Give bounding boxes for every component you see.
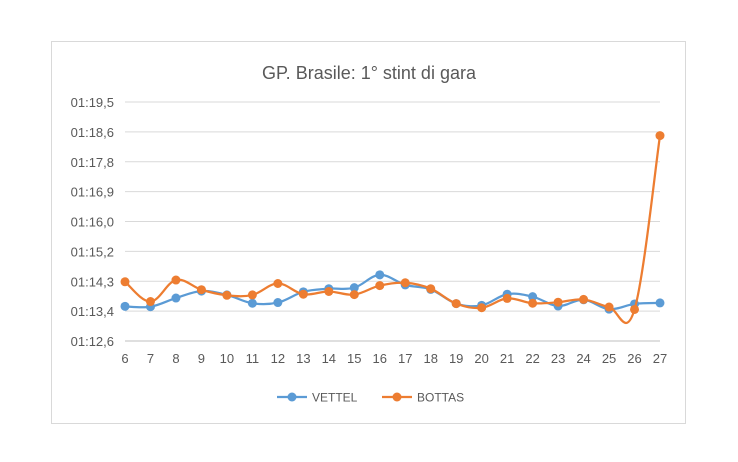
data-point: [477, 303, 487, 313]
y-tick-label: 01:16,0: [71, 215, 114, 230]
data-point: [426, 284, 436, 294]
legend: VETTEL BOTTAS: [277, 391, 464, 405]
x-tick-label: 10: [220, 351, 234, 366]
gridlines: [125, 101, 660, 342]
y-tick-label: 01:19,5: [71, 95, 114, 110]
x-tick-label: 16: [373, 351, 387, 366]
legend-label: VETTEL: [312, 391, 358, 405]
x-tick-label: 22: [525, 351, 539, 366]
y-tick-label: 01:14,3: [71, 274, 114, 289]
data-point: [349, 283, 359, 293]
data-point: [502, 293, 512, 303]
x-tick-label: 26: [627, 351, 641, 366]
line-chart: GP. Brasile: 1° stint di gara 01:12,601:…: [71, 63, 668, 405]
chart-title: GP. Brasile: 1° stint di gara: [262, 63, 477, 83]
y-axis-labels: 01:12,6 01:13,4 01:14,3 01:15,2 01:16,0 01:16…: [71, 95, 114, 349]
data-point: [375, 270, 385, 280]
data-point: [324, 286, 334, 296]
x-tick-label: 18: [423, 351, 437, 366]
legend-marker: [287, 392, 297, 402]
y-tick-label: 01:15,2: [71, 244, 114, 259]
y-tick-label: 01:12,6: [71, 334, 114, 349]
x-tick-label: 14: [322, 351, 336, 366]
x-tick-label: 13: [296, 351, 310, 366]
x-tick-label: 19: [449, 351, 463, 366]
data-point: [273, 279, 283, 289]
data-point: [196, 285, 206, 295]
x-tick-label: 21: [500, 351, 514, 366]
y-tick-label: 01:16,9: [71, 185, 114, 200]
series-lines: [120, 131, 665, 325]
data-point: [145, 297, 155, 307]
x-tick-label: 7: [147, 351, 154, 366]
data-point: [247, 290, 257, 300]
data-point: [247, 298, 257, 308]
data-point: [655, 298, 665, 308]
x-tick-label: 8: [172, 351, 179, 366]
data-point: [528, 298, 538, 308]
x-tick-label: 24: [576, 351, 590, 366]
x-tick-label: 6: [121, 351, 128, 366]
data-point: [451, 299, 461, 309]
legend-item-vettel: VETTEL: [277, 391, 358, 405]
legend-label: BOTTAS: [417, 391, 464, 405]
data-point: [630, 304, 640, 314]
data-point: [655, 131, 665, 141]
x-tick-label: 12: [271, 351, 285, 366]
x-axis-labels: 6 7 8 9 10 11 12 13 14 15 16 17 18 19 20 21 22 23 24 25 26 27: [121, 351, 667, 366]
data-point: [171, 275, 181, 285]
data-point: [120, 301, 130, 311]
data-point: [375, 281, 385, 291]
data-point: [273, 298, 283, 308]
data-point: [604, 302, 614, 312]
data-point: [120, 277, 130, 287]
legend-marker: [392, 392, 402, 402]
data-point: [579, 294, 589, 304]
data-point: [171, 293, 181, 303]
data-point: [298, 289, 308, 299]
series-bottas: [120, 131, 665, 325]
data-point: [553, 297, 563, 307]
y-tick-label: 01:17,8: [71, 155, 114, 170]
x-tick-label: 20: [474, 351, 488, 366]
data-point: [349, 290, 359, 300]
chart-area: GP. Brasile: 1° stint di gara 01:12,6 01:…: [51, 41, 686, 424]
x-tick-label: 15: [347, 351, 361, 366]
x-tick-label: 9: [198, 351, 205, 366]
data-point: [528, 292, 538, 302]
data-point: [400, 278, 410, 288]
data-point: [222, 290, 232, 300]
x-tick-label: 25: [602, 351, 616, 366]
x-tick-label: 23: [551, 351, 565, 366]
y-tick-label: 01:13,4: [71, 304, 114, 319]
series-line: [124, 135, 662, 325]
y-tick-label: 01:18,6: [71, 125, 114, 140]
x-tick-label: 11: [246, 351, 260, 366]
legend-item-bottas: BOTTAS: [382, 391, 464, 405]
x-tick-label: 17: [398, 351, 412, 366]
x-tick-label: 27: [653, 351, 667, 366]
